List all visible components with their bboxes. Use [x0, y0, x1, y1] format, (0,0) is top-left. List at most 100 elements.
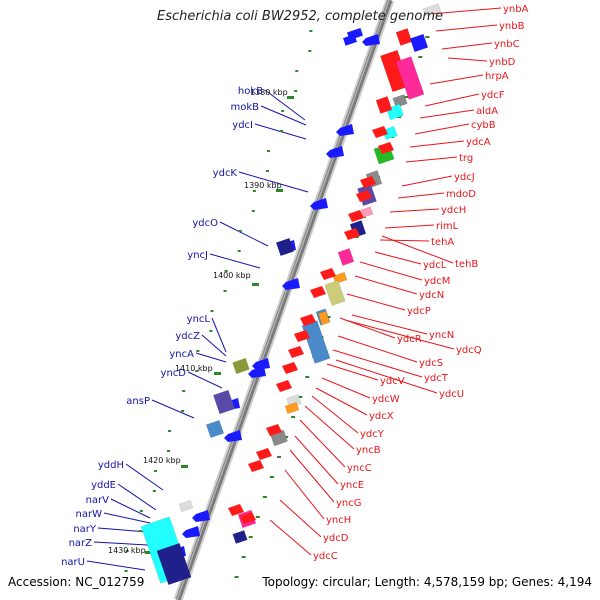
leader-line-yncC	[299, 419, 346, 468]
forward-gene-labels: ynbA ynbB ynbC ynbD hrpA ydcF aldA cybB ydcA trg y…	[313, 4, 529, 562]
gene-block-15	[324, 280, 346, 306]
gene-arrow-13	[266, 424, 282, 436]
leader-line-narU	[86, 560, 146, 571]
gene-label-tehA: tehA	[431, 237, 454, 248]
gene-block-rev-3	[232, 358, 250, 374]
gene-label-ydcQ: ydcQ	[456, 345, 482, 356]
leader-line-ansP	[151, 399, 195, 419]
leader-line-trg	[405, 156, 458, 163]
leader-line-yncH	[284, 469, 325, 520]
tick-dot-right	[248, 536, 253, 538]
leader-line-mokB	[260, 105, 307, 126]
scale-label: 1420 kbp	[143, 456, 181, 465]
gene-label-mokB: mokB	[230, 102, 259, 113]
gene-label-ydcM: ydcM	[424, 276, 450, 287]
gene-arrow-15	[248, 460, 264, 472]
gene-label-yncH: yncH	[326, 515, 351, 526]
leader-line-yncG	[289, 449, 335, 503]
leader-line-yncD	[187, 371, 223, 389]
leader-line-narW	[103, 512, 151, 524]
leader-line-ynbD	[447, 57, 488, 62]
leader-line-ydcP	[346, 293, 406, 311]
gene-arrow-26	[224, 430, 242, 442]
scale-labels: 1380 kbp 1390 kbp 1400 kbp 1410 kbp 1420 kbp…	[108, 88, 288, 555]
gene-label-ydcL: ydcL	[423, 260, 447, 271]
leader-line-ydcK	[238, 171, 309, 193]
gene-label-ydcN: ydcN	[419, 290, 444, 301]
leader-line-aldA	[419, 109, 475, 119]
tick-dot-left	[224, 270, 228, 272]
gene-label-tehB: tehB	[455, 259, 478, 270]
gene-block-6	[375, 96, 393, 114]
gene-block-1	[409, 33, 429, 53]
gene-arrow-17	[240, 512, 256, 524]
gene-arrow-28	[182, 526, 200, 538]
gene-arrow-19	[326, 146, 344, 158]
leader-line-narZ	[93, 541, 149, 546]
leader-line-ydcZ	[201, 334, 227, 357]
tick-dot-right	[326, 316, 331, 318]
gene-arrow-9	[294, 330, 310, 342]
tick-dot-left	[265, 170, 269, 172]
leader-line-ydcU	[335, 359, 438, 394]
leader-line-ydcL	[374, 251, 422, 265]
gene-arrow-3	[356, 190, 372, 202]
reverse-gene-labels: hokB mokB ydcI ydcK ydcO yncJ yncL ydcZ yncA yncD…	[61, 86, 263, 568]
gene-arrow-16	[228, 504, 244, 516]
leader-line-ydcT	[332, 349, 423, 378]
scale-label: 1400 kbp	[213, 271, 251, 280]
gene-arrow-23	[252, 358, 270, 370]
leader-line-ydcH	[389, 208, 440, 213]
leader-line-ydcN	[354, 275, 418, 295]
leader-line-yncB	[304, 405, 355, 450]
leader-line-yncL	[211, 317, 227, 353]
gene-label-yncN: yncN	[429, 330, 454, 341]
gene-label-ydcY: ydcY	[360, 429, 385, 440]
leader-line-ydcD	[279, 499, 322, 538]
tick-dot-left	[267, 150, 270, 152]
gene-block-rev-2	[206, 420, 224, 438]
scale-label: 1390 kbp	[244, 181, 282, 190]
tick-dot-left	[181, 410, 185, 412]
leader-line-yncN	[351, 314, 428, 335]
leader-line-narV	[110, 498, 151, 519]
leader-line-mdoD	[397, 192, 445, 199]
tick-dot-right	[425, 36, 430, 38]
leader-line-ynbA	[429, 7, 502, 15]
gene-label-trg: trg	[459, 153, 473, 164]
tick-dot-left	[124, 570, 128, 572]
gene-label-narV: narV	[86, 495, 110, 506]
gene-arrow-7	[310, 286, 326, 298]
leader-line-yddH	[125, 463, 164, 491]
leader-line-ynbB	[435, 24, 498, 32]
leader-line-ydcW	[321, 377, 371, 399]
leader-line-hokB	[264, 89, 306, 121]
gene-label-ynbA: ynbA	[503, 4, 529, 15]
tick-dot-left	[195, 370, 199, 372]
gene-label-ydcF: ydcF	[481, 90, 505, 101]
tick-dot-right	[397, 116, 402, 118]
tick-dot-left	[182, 390, 186, 392]
gene-label-yncA: yncA	[169, 349, 194, 360]
scale-tick-major	[214, 372, 221, 375]
gene-arrow-5	[344, 228, 360, 240]
gene-label-yddH: yddH	[98, 460, 124, 471]
tick-dot-left	[295, 70, 299, 72]
leader-line-ydcA	[409, 140, 465, 148]
gene-label-ynbD: ynbD	[489, 57, 516, 68]
tick-dot-right	[404, 96, 409, 98]
gene-arrow-1	[378, 142, 394, 154]
gene-arrow-4	[348, 210, 364, 222]
gene-label-yncL: yncL	[187, 314, 211, 325]
gene-arrow-30	[362, 34, 380, 46]
gene-label-yncC: yncC	[347, 463, 372, 474]
gene-block-13	[337, 248, 355, 266]
gene-block-20	[284, 401, 300, 415]
leader-line-yncA	[195, 352, 227, 363]
gene-label-ydcA: ydcA	[466, 137, 491, 148]
scale-label: 1430 kbp	[108, 546, 146, 555]
gene-arrow-11	[282, 362, 298, 374]
gene-block-25	[232, 530, 248, 544]
tick-dot-left	[168, 430, 172, 432]
leader-line-ydcV	[326, 363, 379, 381]
